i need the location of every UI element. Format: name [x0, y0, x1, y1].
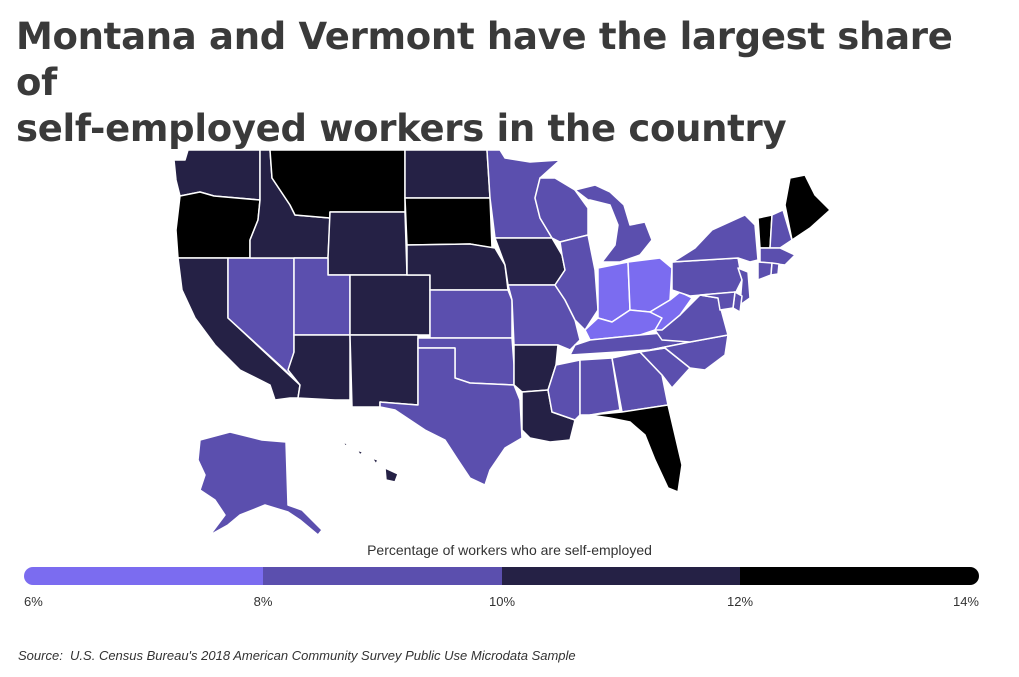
state-me: [784, 174, 831, 241]
state-ny: [671, 214, 759, 263]
state-al: [579, 357, 621, 416]
state-fl: [589, 404, 683, 493]
state-nm: [349, 334, 419, 408]
state-sd: [404, 197, 493, 249]
state-nh: [769, 209, 793, 249]
legend-title: Percentage of workers who are self-emplo…: [367, 542, 652, 558]
state-wa: [173, 149, 261, 201]
state-ma: [759, 247, 796, 266]
legend-color-bar: [24, 567, 979, 585]
legend-tick-label: 12%: [726, 594, 754, 609]
chart-title: Montana and Vermont have the largest sha…: [16, 14, 996, 152]
legend-tick-label: 10%: [488, 594, 516, 609]
state-mi: [574, 184, 653, 263]
state-va: [654, 294, 729, 343]
legend-bin-2: [501, 567, 741, 585]
state-md: [699, 291, 736, 311]
state-ks: [429, 289, 513, 339]
state-or: [175, 191, 261, 259]
state-hi: [342, 441, 399, 483]
state-ak: [197, 431, 323, 536]
source-note: Source: U.S. Census Bureau's 2018 Americ…: [18, 648, 576, 663]
legend-tick-label: 6%: [24, 594, 43, 609]
legend-bin-0: [24, 567, 263, 585]
state-tx: [379, 347, 523, 486]
state-co: [349, 274, 431, 336]
us-choropleth-map: [173, 149, 831, 536]
legend-bin-1: [262, 567, 502, 585]
legend-bin-3: [740, 567, 979, 585]
source-text: U.S. Census Bureau's 2018 American Commu…: [70, 648, 576, 663]
state-ct: [757, 261, 773, 281]
legend-tick-label: 14%: [952, 594, 979, 609]
title-line-1: Montana and Vermont have the largest sha…: [16, 15, 953, 104]
legend-tick-label: 8%: [253, 594, 273, 609]
state-ri: [770, 262, 780, 276]
state-wy: [327, 211, 408, 276]
source-label: Source:: [18, 648, 63, 663]
state-il: [554, 234, 599, 331]
state-pa: [671, 257, 743, 297]
state-wv: [649, 291, 693, 331]
state-nd: [404, 149, 491, 199]
title-line-2: self-employed workers in the country: [16, 107, 787, 150]
